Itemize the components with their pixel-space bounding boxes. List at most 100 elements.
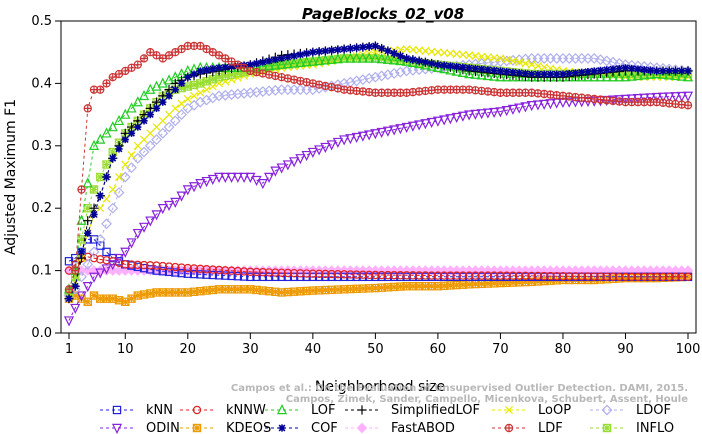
data-point-knnw	[658, 272, 668, 282]
data-point-odin	[426, 117, 437, 129]
data-point-knnw	[389, 270, 399, 280]
data-point-ldof	[201, 94, 213, 106]
data-point-ldf	[408, 87, 418, 97]
data-point-cof	[146, 111, 154, 119]
data-point-loop	[96, 204, 105, 213]
data-point-cof	[553, 70, 561, 78]
x-tick-label: 100	[676, 342, 701, 357]
data-point-loop	[114, 172, 124, 182]
data-point-odin	[95, 268, 106, 279]
data-point-odin	[301, 150, 312, 162]
data-point-ldf	[83, 104, 92, 113]
data-point-knnw	[433, 271, 443, 280]
data-point-knnw	[477, 271, 486, 280]
data-point-knn	[208, 270, 218, 280]
data-point-cof	[302, 49, 311, 58]
data-point-knnw	[408, 271, 418, 280]
series-odin	[63, 91, 694, 327]
data-point-knnw	[621, 272, 630, 282]
data-point-kdeos	[114, 296, 124, 305]
data-point-odin	[507, 104, 519, 115]
data-point-lof	[326, 53, 337, 64]
data-point-odin	[113, 253, 125, 265]
x-tick-label: 1	[65, 342, 73, 357]
data-point-kdeos	[108, 294, 117, 303]
data-point-odin	[420, 119, 431, 130]
data-point-odin	[151, 210, 162, 221]
data-point-odin	[63, 316, 75, 327]
data-point-cof	[409, 56, 417, 64]
data-point-knnw	[402, 271, 411, 280]
data-point-ldof	[132, 152, 144, 164]
data-point-ldof	[144, 140, 156, 152]
data-point-cof	[140, 117, 148, 125]
data-point-knnw	[571, 272, 580, 281]
data-point-ldof	[363, 72, 375, 84]
data-point-cof	[440, 61, 448, 69]
data-point-cof	[109, 154, 117, 162]
data-point-cof	[115, 145, 123, 153]
data-point-odin	[238, 172, 250, 183]
data-point-ldof	[163, 121, 175, 133]
data-point-cof	[371, 42, 379, 50]
data-point-odin	[182, 185, 193, 196]
legend-label: kNNW	[226, 403, 266, 418]
data-point-ldf	[683, 101, 693, 110]
data-point-ldof	[101, 218, 112, 230]
data-point-odin	[364, 130, 375, 141]
data-point-cof	[515, 69, 523, 77]
data-point-knn	[89, 235, 99, 244]
data-point-lof	[332, 53, 343, 64]
data-point-knnw	[352, 270, 361, 279]
data-point-ldf	[264, 70, 274, 79]
data-point-ldf	[64, 285, 74, 294]
data-point-lof	[382, 53, 393, 64]
data-point-knnw	[527, 271, 536, 281]
data-point-cof	[71, 282, 79, 290]
y-tick-label: 0.0	[31, 326, 52, 341]
data-point-knnw	[489, 271, 499, 280]
legend-marker	[504, 405, 514, 415]
x-tick-label: 50	[367, 342, 384, 357]
data-point-kdeos	[183, 288, 192, 297]
data-point-lof	[132, 96, 143, 107]
data-point-loop	[102, 194, 111, 203]
x-tick-label: 40	[305, 342, 322, 357]
data-point-knn	[258, 272, 268, 282]
data-point-odin	[495, 107, 506, 118]
data-point-cof	[640, 66, 648, 74]
data-point-loop	[540, 63, 549, 72]
x-tick-label: 90	[617, 342, 634, 357]
data-point-cof	[528, 70, 536, 78]
data-point-cof	[559, 70, 567, 78]
data-point-knnw	[615, 272, 624, 281]
data-point-odin	[651, 92, 662, 104]
data-point-cof	[496, 67, 505, 75]
data-point-ldof	[94, 233, 106, 245]
data-point-odin	[195, 179, 206, 190]
y-tick-label: 0.1	[31, 264, 52, 279]
data-point-knnw	[377, 270, 386, 280]
legend-marker	[504, 423, 514, 433]
data-point-cof	[615, 64, 623, 73]
credit-line-1: Campos et al.: On the Evaluation of Unsu…	[231, 383, 688, 394]
data-point-knnw	[633, 272, 643, 282]
data-point-ldf	[133, 60, 142, 69]
data-point-odin	[545, 99, 556, 110]
data-point-knnw	[471, 271, 480, 280]
data-point-lof	[282, 58, 293, 69]
data-point-lof	[339, 52, 350, 63]
data-point-odin	[682, 91, 694, 102]
data-point-lof	[101, 127, 112, 138]
data-point-ldof	[113, 187, 125, 199]
data-point-knnw	[333, 270, 343, 279]
data-point-odin	[401, 122, 412, 134]
data-point-ldof	[194, 96, 206, 108]
data-point-knn	[283, 272, 293, 282]
data-point-loop	[183, 94, 192, 104]
data-point-ldof	[369, 71, 381, 83]
data-point-ldf	[546, 90, 555, 99]
data-point-odin	[501, 106, 512, 117]
legend-label: FastABOD	[391, 421, 455, 434]
data-point-knnw	[546, 271, 555, 281]
